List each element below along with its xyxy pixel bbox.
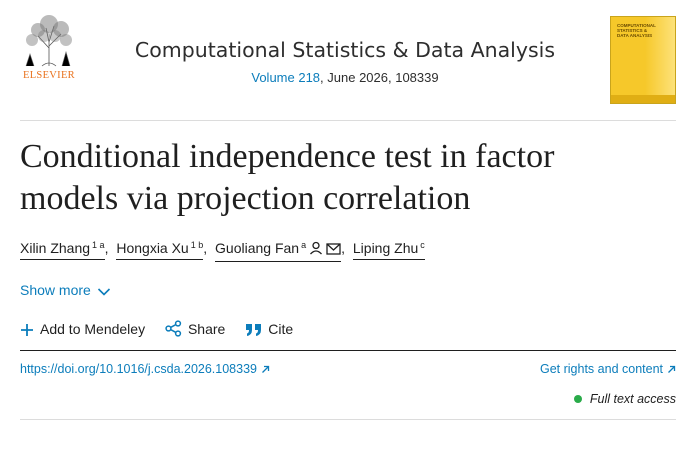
divider xyxy=(20,120,676,121)
author-affiliation: 1 b xyxy=(190,240,204,250)
access-label: Full text access xyxy=(589,392,676,406)
author-link[interactable]: Hongxia Xu 1 b xyxy=(116,240,204,260)
author-separator: , xyxy=(341,240,345,256)
article-actions: Add to Mendeley Share Cite xyxy=(20,320,309,337)
divider xyxy=(20,419,676,420)
quote-icon xyxy=(246,324,262,336)
cover-title: COMPUTATIONAL STATISTICS & DATA ANALYSIS xyxy=(617,23,656,38)
elsevier-logo[interactable]: ELSEVIER xyxy=(18,14,80,82)
plus-icon xyxy=(21,324,33,336)
author-name: Hongxia Xu xyxy=(116,240,189,256)
author-affiliation: 1 a xyxy=(92,240,105,250)
elsevier-wordmark: ELSEVIER xyxy=(23,70,75,81)
access-status: Full text access xyxy=(573,392,676,406)
external-arrow-icon xyxy=(668,365,676,373)
rights-text: Get rights and content xyxy=(540,362,663,376)
volume-link[interactable]: Volume 218 xyxy=(251,70,321,85)
share-icon xyxy=(165,320,182,337)
access-indicator-dot xyxy=(573,395,582,403)
author-separator: , xyxy=(203,240,208,256)
doi-link[interactable]: https://doi.org/10.1016/j.csda.2026.1083… xyxy=(20,362,270,376)
share-label: Share xyxy=(187,321,226,337)
journal-title[interactable]: Computational Statistics & Data Analysis xyxy=(134,38,556,62)
envelope-icon xyxy=(326,242,341,258)
author-separator: , xyxy=(104,240,109,256)
author-affiliation: c xyxy=(420,240,425,250)
elsevier-tree-icon xyxy=(18,14,80,68)
divider xyxy=(20,350,676,351)
external-arrow-icon xyxy=(262,365,270,373)
article-title: Conditional independence test in factor … xyxy=(20,138,555,217)
author-link[interactable]: Guoliang Fan a xyxy=(215,240,342,262)
add-to-mendeley-button[interactable]: Add to Mendeley xyxy=(20,321,145,337)
author-link[interactable]: Xilin Zhang 1 a xyxy=(20,240,105,260)
doi-text: https://doi.org/10.1016/j.csda.2026.1083… xyxy=(20,362,257,376)
person-icon xyxy=(309,241,323,258)
cite-button[interactable]: Cite xyxy=(245,321,293,337)
journal-volume-info: Volume 218, June 2026, 108339 xyxy=(0,70,690,85)
share-button[interactable]: Share xyxy=(165,320,225,337)
show-more-label: Show more xyxy=(20,282,91,298)
journal-cover-image[interactable]: COMPUTATIONAL STATISTICS & DATA ANALYSIS xyxy=(610,16,676,104)
author-list: Xilin Zhang 1 a, Hongxia Xu 1 b, Guoliang … xyxy=(20,240,425,262)
author-name: Xilin Zhang xyxy=(20,240,91,256)
cover-gradient xyxy=(645,17,675,103)
get-rights-link[interactable]: Get rights and content xyxy=(540,362,676,376)
author-name: Liping Zhu xyxy=(352,240,419,256)
mendeley-label: Add to Mendeley xyxy=(40,321,146,337)
author-name: Guoliang Fan xyxy=(215,240,300,256)
cite-label: Cite xyxy=(268,321,294,337)
show-more-button[interactable]: Show more xyxy=(20,282,111,298)
author-affiliation: a xyxy=(301,240,307,250)
cover-footer xyxy=(611,95,675,103)
volume-details: , June 2026, 108339 xyxy=(320,70,439,85)
author-link[interactable]: Liping Zhu c xyxy=(352,240,425,260)
chevron-down-icon xyxy=(97,288,110,296)
